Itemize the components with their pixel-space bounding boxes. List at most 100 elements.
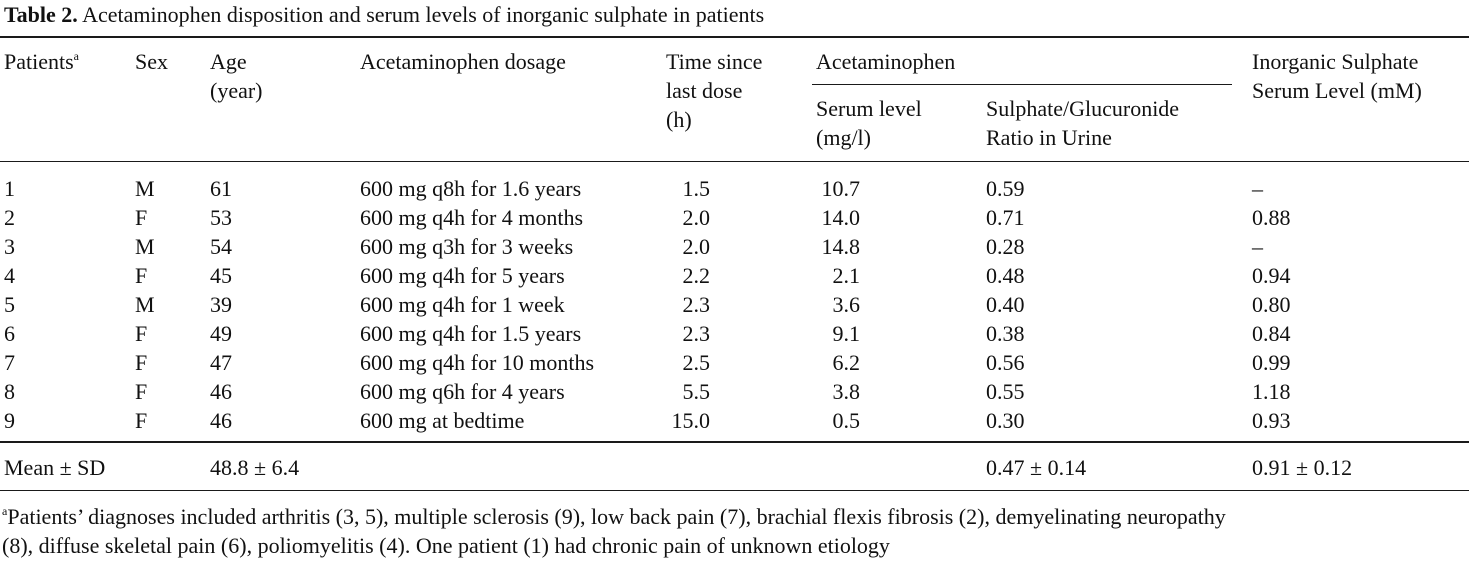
header-acetaminophen-group: Acetaminophen [816,49,956,74]
header-sulphate-line2: Serum Level (mM) [1252,78,1422,103]
cell-sex-5: M [135,292,155,317]
cell-sulphate-8: 1.18 [1252,379,1291,404]
header-time: Time since last dose (h) [666,47,762,134]
cell-dosage-1: 600 mg q8h for 1.6 years [360,176,582,201]
cell-age-6: 49 [210,321,232,346]
cell-patient-5: 5 [4,292,15,317]
cell-dosage-9: 600 mg at bedtime [360,408,525,433]
cell-ratio-5: 0.40 [986,292,1025,317]
footnote-line1-text: Patients’ diagnoses included arthritis (… [7,504,1226,529]
cell-ratio-1: 0.59 [986,176,1025,201]
cell-age-4: 45 [210,263,232,288]
cell-sex-9: F [135,408,148,433]
header-ratio-line2: Ratio in Urine [986,125,1112,150]
cell-serum-level-8: 3.8 [832,379,861,404]
cell-sex-7: F [135,350,148,375]
footnote-line1: aPatients’ diagnoses included arthritis … [2,502,1226,531]
cell-sulphate-7: 0.99 [1252,350,1291,375]
cell-ratio-2: 0.71 [986,205,1025,230]
footnote: aPatients’ diagnoses included arthritis … [2,502,1226,560]
cell-sex-1: M [135,176,155,201]
header-time-line2: last dose [666,78,743,103]
header-serum-level: Serum level (mg/l) [816,94,922,152]
cell-patient-8: 8 [4,379,15,404]
summary-age: 48.8 ± 6.4 [210,455,300,480]
cell-dosage-8: 600 mg q6h for 4 years [360,379,565,404]
header-sex: Sex [135,49,168,74]
header-footnote-marker: a [73,49,79,63]
cell-serum-level-1: 10.7 [821,176,861,201]
header-time-line3: (h) [666,107,692,132]
bottom-rule [0,490,1469,491]
cell-age-3: 54 [210,234,232,259]
cell-sulphate-4: 0.94 [1252,263,1291,288]
cell-sex-3: M [135,234,155,259]
cell-serum-level-7: 6.2 [832,350,861,375]
cell-sulphate-2: 0.88 [1252,205,1291,230]
header-dosage: Acetaminophen dosage [360,49,566,74]
cell-time-5: 2.3 [682,292,711,317]
cell-age-7: 47 [210,350,232,375]
cell-ratio-7: 0.56 [986,350,1025,375]
cell-sex-2: F [135,205,148,230]
summary-sulphate: 0.91 ± 0.12 [1252,455,1353,480]
cell-dosage-3: 600 mg q3h for 3 weeks [360,234,574,259]
cell-age-8: 46 [210,379,232,404]
cell-time-6: 2.3 [682,321,711,346]
cell-patient-3: 3 [4,234,15,259]
cell-ratio-6: 0.38 [986,321,1025,346]
cell-patient-2: 2 [4,205,15,230]
cell-sulphate-1: – [1252,176,1263,201]
top-rule [0,36,1469,38]
cell-time-7: 2.5 [682,350,711,375]
cell-serum-level-4: 2.1 [832,263,861,288]
cell-sex-6: F [135,321,148,346]
cell-ratio-3: 0.28 [986,234,1025,259]
table-caption-label: Table 2. [4,2,78,27]
cell-sex-8: F [135,379,148,404]
cell-ratio-9: 0.30 [986,408,1025,433]
summary-ratio: 0.47 ± 0.14 [986,455,1087,480]
cell-time-3: 2.0 [682,234,711,259]
header-patients: Patientsa [4,47,79,76]
cell-time-1: 1.5 [682,176,711,201]
cell-time-8: 5.5 [682,379,711,404]
table-caption-text: Acetaminophen disposition and serum leve… [82,2,765,27]
cell-sulphate-9: 0.93 [1252,408,1291,433]
header-sulphate-line1: Inorganic Sulphate [1252,49,1419,74]
cell-serum-level-3: 14.8 [821,234,861,259]
cell-patient-9: 9 [4,408,15,433]
cell-time-4: 2.2 [682,263,711,288]
summary-rule [0,441,1469,443]
cell-patient-6: 6 [4,321,15,346]
header-sulphate: Inorganic Sulphate Serum Level (mM) [1252,47,1422,105]
cell-serum-level-6: 9.1 [832,321,861,346]
cell-age-5: 39 [210,292,232,317]
cell-sulphate-3: – [1252,234,1263,259]
cell-age-9: 46 [210,408,232,433]
cell-sulphate-5: 0.80 [1252,292,1291,317]
cell-dosage-5: 600 mg q4h for 1 week [360,292,565,317]
header-age-line1: Age [210,49,247,74]
header-serum-line1: Serum level [816,96,922,121]
cell-sex-4: F [135,263,148,288]
header-ratio-line1: Sulphate/Glucuronide [986,96,1180,121]
header-age: Age (year) [210,47,263,105]
header-patients-label: Patients [4,49,74,74]
cell-sulphate-6: 0.84 [1252,321,1291,346]
cell-time-2: 2.0 [682,205,711,230]
header-group-rule [812,84,1232,85]
cell-serum-level-5: 3.6 [832,292,861,317]
header-age-line2: (year) [210,78,263,103]
footnote-marker: a [2,504,8,518]
cell-dosage-7: 600 mg q4h for 10 months [360,350,595,375]
header-ratio: Sulphate/Glucuronide Ratio in Urine [986,94,1179,152]
header-rule [0,161,1469,162]
cell-patient-1: 1 [4,176,15,201]
cell-serum-level-2: 14.0 [821,205,861,230]
summary-label: Mean ± SD [4,455,106,480]
cell-ratio-8: 0.55 [986,379,1025,404]
cell-dosage-6: 600 mg q4h for 1.5 years [360,321,582,346]
cell-serum-level-9: 0.5 [832,408,861,433]
cell-patient-7: 7 [4,350,15,375]
